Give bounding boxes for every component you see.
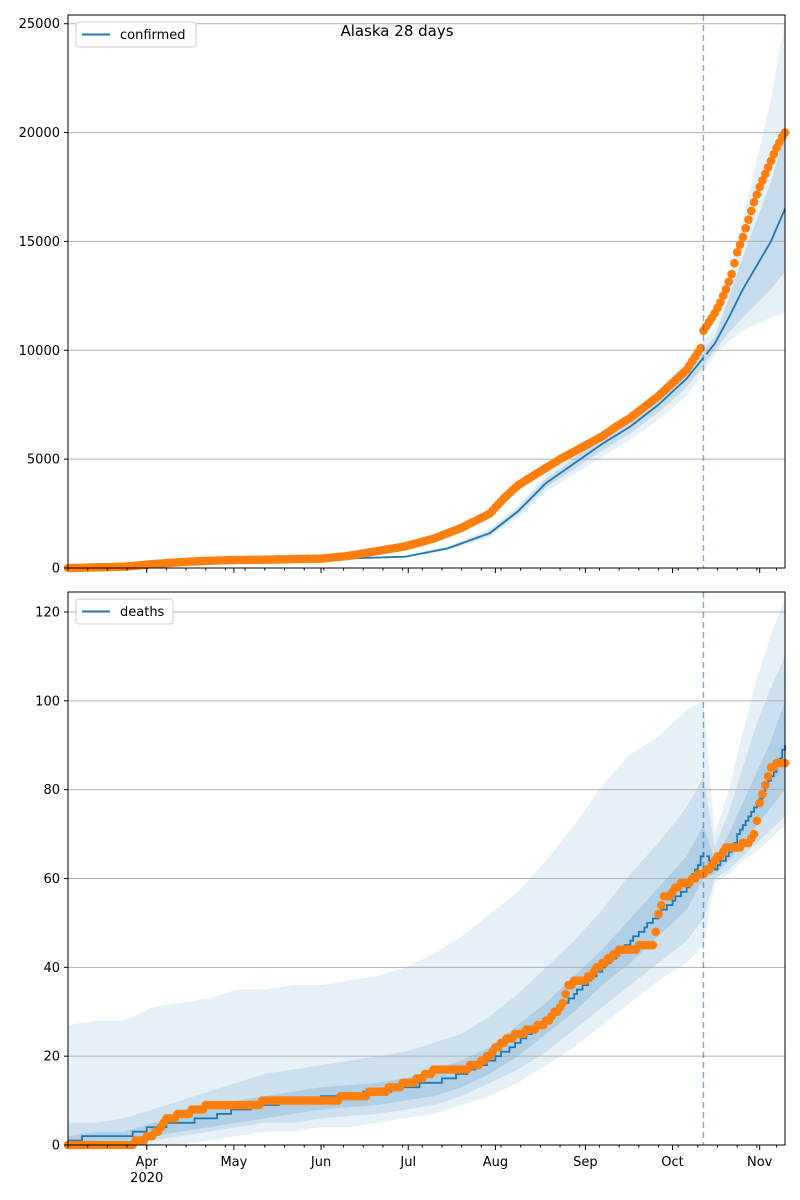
confirmed-legend: confirmed xyxy=(75,21,197,48)
observed-point xyxy=(766,156,776,166)
y-tick-label: 40 xyxy=(43,961,60,976)
confirmed-plot-frame xyxy=(67,14,786,569)
confirmed-legend-label: confirmed xyxy=(120,28,186,43)
observed-point xyxy=(735,240,745,249)
observed-point xyxy=(651,927,660,937)
confirmed-y-axis: 0 5000 10000 15000 20000 25000 xyxy=(19,17,68,577)
observed-point xyxy=(752,190,762,199)
deaths-legend-box xyxy=(75,598,174,625)
x-tick-label: Jun xyxy=(310,1155,331,1170)
observed-point xyxy=(755,182,764,192)
deaths-uncertainty-bands xyxy=(68,598,785,1145)
x-tick-label: Apr xyxy=(135,1155,158,1170)
observed-point xyxy=(727,269,736,279)
y-tick-label: 100 xyxy=(35,694,60,709)
x-tick-label: Nov xyxy=(747,1155,773,1170)
observed-point xyxy=(749,197,759,207)
observed-point xyxy=(746,206,756,216)
confirmed-x-axis xyxy=(67,568,778,573)
y-tick-label: 80 xyxy=(43,783,60,798)
chart-title: Alaska 28 days xyxy=(340,22,453,40)
y-tick-label: 15000 xyxy=(19,235,60,250)
y-tick-label: 25000 xyxy=(19,17,60,32)
y-tick-label: 20 xyxy=(43,1050,60,1065)
observed-point xyxy=(763,772,773,781)
observed-point xyxy=(741,224,750,233)
observed-point xyxy=(758,176,767,185)
observed-point xyxy=(730,258,739,268)
deaths-band-outer xyxy=(68,598,785,1145)
observed-point xyxy=(744,215,753,224)
y-tick-label: 60 xyxy=(43,872,60,887)
y-tick-label: 0 xyxy=(52,562,60,577)
y-tick-label: 20000 xyxy=(19,126,60,141)
x-tick-sublabel: 2020 xyxy=(130,1171,163,1186)
observed-point xyxy=(716,298,725,307)
x-tick-label: Oct xyxy=(661,1155,683,1170)
confirmed-band-outer xyxy=(68,19,785,569)
observed-point xyxy=(558,998,568,1008)
observed-point xyxy=(763,163,773,172)
deaths-legend: deaths xyxy=(75,598,174,625)
observed-point xyxy=(769,150,779,159)
deaths-band-inner xyxy=(68,700,785,1145)
confirmed-observed-points xyxy=(63,128,790,573)
y-tick-label: 120 xyxy=(35,605,60,620)
observed-point xyxy=(654,909,663,919)
observed-point xyxy=(761,169,770,179)
observed-point xyxy=(656,900,666,910)
observed-point xyxy=(761,780,770,790)
confirmed-panel: 0 5000 10000 15000 20000 25000 confirmed Alas… xyxy=(19,14,790,577)
observed-point xyxy=(732,248,742,257)
observed-point xyxy=(758,789,767,799)
observed-point xyxy=(561,989,570,999)
confirmed-gridlines xyxy=(68,23,785,569)
x-tick-label: Aug xyxy=(483,1155,508,1170)
observed-point xyxy=(738,232,748,242)
x-tick-label: May xyxy=(220,1155,247,1170)
observed-point xyxy=(718,291,728,301)
deaths-y-axis: 0 20 40 60 80 100 120 xyxy=(35,605,68,1154)
observed-point xyxy=(721,285,731,294)
observed-point xyxy=(724,277,734,287)
observed-point xyxy=(648,940,658,950)
y-tick-label: 0 xyxy=(52,1139,60,1154)
y-tick-label: 10000 xyxy=(19,344,60,359)
deaths-band-middle xyxy=(68,656,785,1145)
deaths-observed-points xyxy=(63,758,790,1150)
deaths-legend-label: deaths xyxy=(120,605,165,620)
observed-point xyxy=(749,829,759,839)
confirmed-legend-box xyxy=(75,21,197,48)
deaths-plot-frame xyxy=(67,591,786,1146)
y-tick-label: 5000 xyxy=(27,453,60,468)
observed-point xyxy=(755,798,764,808)
x-tick-label: Jul xyxy=(399,1155,416,1170)
observed-point xyxy=(752,816,762,826)
x-tick-label: Sep xyxy=(573,1155,598,1170)
confirmed-uncertainty-bands xyxy=(68,19,785,569)
